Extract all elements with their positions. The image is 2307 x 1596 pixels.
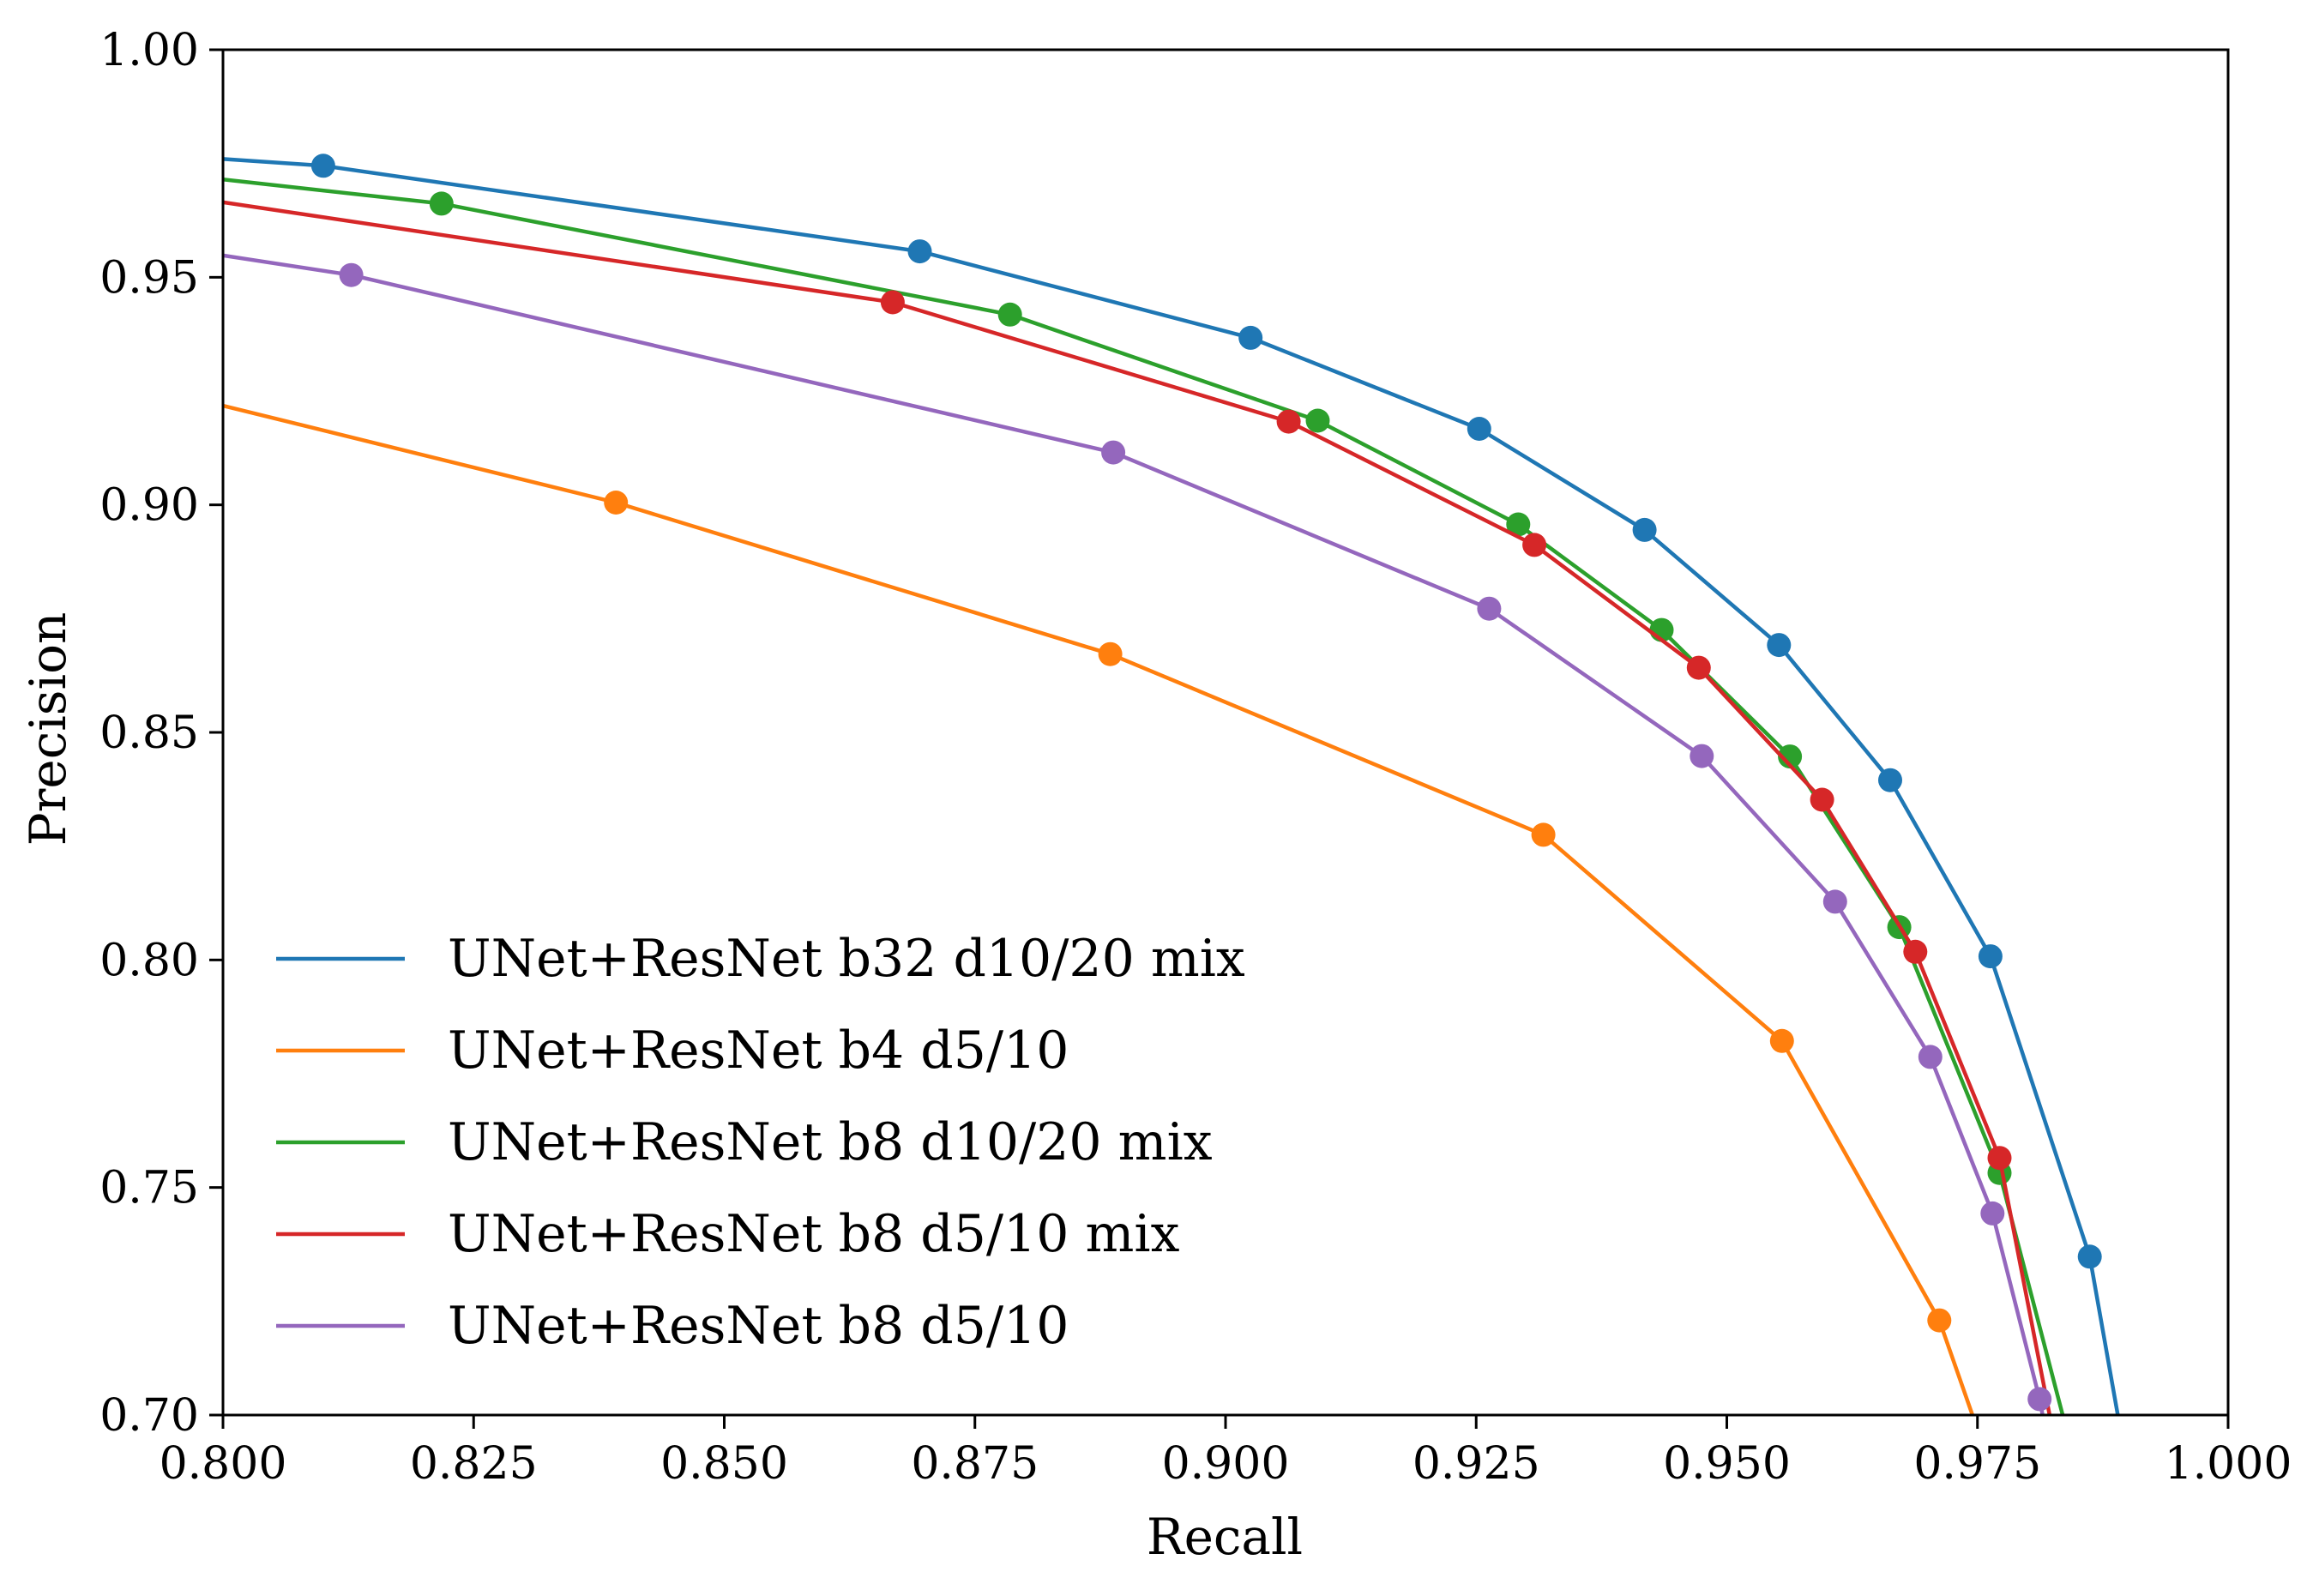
data-point	[1878, 768, 1902, 792]
data-point	[310, 154, 335, 178]
data-point	[997, 302, 1022, 327]
series-line	[223, 177, 2065, 1415]
data-point	[604, 491, 629, 515]
x-tick-label: 0.925	[1413, 1438, 1540, 1490]
y-tick-label: 1.00	[99, 25, 199, 76]
data-point	[1987, 1146, 2012, 1171]
legend: UNet+ResNet b32 d10/20 mix UNet+ResNet b4…	[276, 929, 1245, 1356]
data-point	[1276, 409, 1301, 434]
data-point	[1822, 889, 1847, 914]
data-point	[1769, 1028, 1794, 1053]
y-tick-label: 0.95	[99, 252, 199, 304]
legend-label: UNet+ResNet b8 d10/20 mix	[448, 1112, 1213, 1172]
data-point	[1506, 512, 1531, 537]
y-tick-label: 0.75	[99, 1163, 199, 1214]
data-point	[1767, 633, 1792, 658]
legend-label: UNet+ResNet b8 d5/10 mix	[448, 1204, 1180, 1264]
data-point	[1477, 596, 1502, 621]
data-point	[1903, 939, 1928, 964]
x-tick-label: 1.000	[2165, 1438, 2292, 1490]
data-point	[1467, 417, 1491, 441]
data-point	[2027, 1387, 2052, 1412]
x-tick-label: 0.850	[660, 1438, 788, 1490]
data-point	[1522, 533, 1547, 557]
data-point	[2077, 1244, 2102, 1269]
y-tick-label: 0.90	[99, 480, 199, 532]
axes-layer: 0.800 0.825 0.850 0.875 0.900 0.925 0.950 0.975…	[99, 25, 2292, 1490]
data-point	[1980, 1201, 2005, 1226]
data-point	[1098, 641, 1123, 666]
data-point	[907, 239, 932, 264]
data-point	[1238, 325, 1263, 350]
x-tick-label: 0.950	[1663, 1438, 1791, 1490]
x-tick-label: 0.875	[911, 1438, 1039, 1490]
series-3	[223, 200, 2052, 1415]
series-1	[223, 403, 1975, 1415]
data-point	[1632, 517, 1657, 542]
y-tick-label: 0.85	[99, 708, 199, 759]
data-point	[1690, 744, 1714, 768]
x-tick-label: 0.800	[160, 1438, 287, 1490]
data-point	[339, 262, 364, 287]
legend-label: UNet+ResNet b8 d5/10	[448, 1296, 1069, 1356]
data-point	[1918, 1045, 1943, 1069]
data-point	[1778, 744, 1803, 769]
y-axis-title: Precision	[19, 612, 77, 846]
data-point	[1686, 655, 1711, 680]
legend-label: UNet+ResNet b32 d10/20 mix	[448, 929, 1245, 989]
data-point	[429, 191, 454, 216]
data-point	[1101, 440, 1126, 465]
x-axis-title: Recall	[1147, 1508, 1303, 1566]
y-tick-label: 0.70	[99, 1390, 199, 1442]
data-point	[880, 290, 905, 315]
y-tick-label: 0.80	[99, 935, 199, 986]
series-layer	[223, 154, 2120, 1415]
x-tick-label: 0.975	[1913, 1438, 2041, 1490]
data-point	[1927, 1308, 1952, 1333]
series-line	[223, 253, 2045, 1415]
x-tick-label: 0.825	[410, 1438, 538, 1490]
series-4	[223, 253, 2052, 1415]
legend-label: UNet+ResNet b4 d5/10	[448, 1021, 1069, 1081]
data-point	[1531, 822, 1556, 847]
x-tick-label: 0.900	[1162, 1438, 1290, 1490]
data-point	[1305, 408, 1330, 433]
series-0	[223, 154, 2120, 1415]
data-point	[1810, 787, 1834, 812]
data-point	[1978, 944, 2003, 969]
